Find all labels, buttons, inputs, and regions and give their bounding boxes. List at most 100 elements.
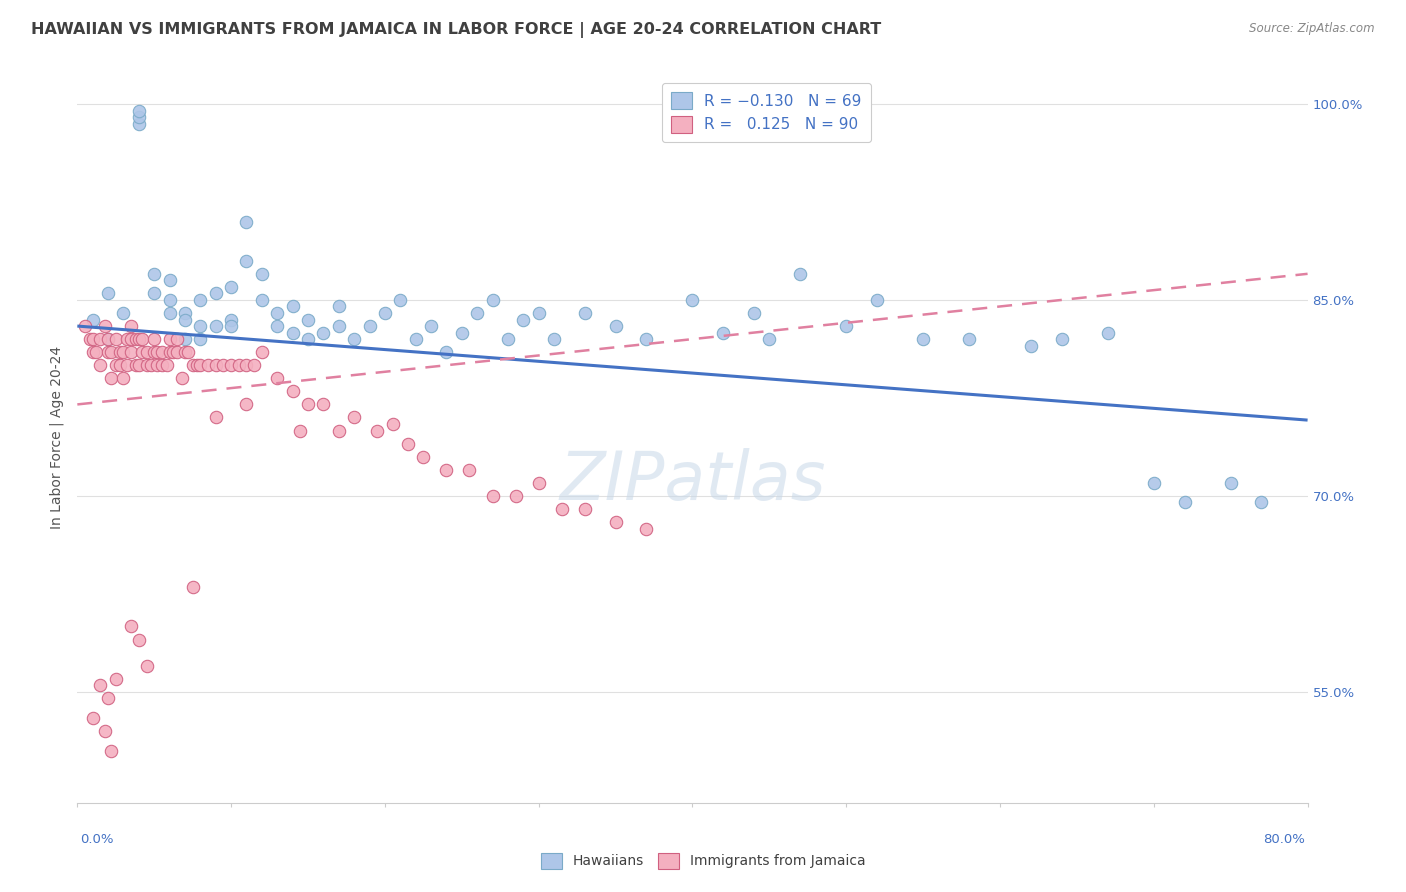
- Point: [682, 293, 704, 307]
- Point: [1250, 495, 1272, 509]
- Point: [104, 672, 127, 686]
- Point: [436, 345, 458, 359]
- Point: [94, 319, 117, 334]
- Point: [290, 424, 312, 438]
- Point: [143, 332, 166, 346]
- Point: [636, 332, 658, 346]
- Point: [110, 345, 132, 359]
- Point: [405, 332, 427, 346]
- Point: [120, 619, 142, 633]
- Point: [197, 358, 219, 372]
- Point: [125, 332, 148, 346]
- Point: [212, 358, 235, 372]
- Point: [328, 319, 350, 334]
- Point: [297, 312, 319, 326]
- Point: [312, 397, 335, 411]
- Point: [97, 345, 120, 359]
- Point: [146, 358, 169, 372]
- Point: [82, 332, 104, 346]
- Point: [235, 397, 257, 411]
- Point: [636, 521, 658, 535]
- Point: [188, 293, 212, 307]
- Point: [97, 691, 120, 706]
- Point: [436, 463, 458, 477]
- Point: [186, 358, 208, 372]
- Point: [381, 417, 404, 431]
- Point: [174, 345, 197, 359]
- Point: [912, 332, 935, 346]
- Point: [228, 358, 250, 372]
- Point: [458, 463, 481, 477]
- Point: [159, 273, 181, 287]
- Point: [73, 319, 96, 334]
- Point: [125, 358, 148, 372]
- Point: [150, 345, 173, 359]
- Point: [188, 332, 212, 346]
- Point: [835, 319, 858, 334]
- Point: [481, 293, 503, 307]
- Point: [135, 345, 157, 359]
- Point: [159, 293, 181, 307]
- Point: [527, 306, 550, 320]
- Point: [174, 306, 197, 320]
- Point: [177, 345, 200, 359]
- Point: [166, 345, 188, 359]
- Point: [79, 332, 101, 346]
- Point: [159, 345, 181, 359]
- Point: [957, 332, 980, 346]
- Point: [1097, 326, 1119, 340]
- Text: ZIPatlas: ZIPatlas: [560, 448, 825, 514]
- Point: [181, 358, 204, 372]
- Point: [496, 332, 519, 346]
- Point: [359, 319, 381, 334]
- Point: [128, 332, 150, 346]
- Point: [297, 332, 319, 346]
- Point: [89, 678, 111, 692]
- Point: [1143, 475, 1166, 490]
- Point: [100, 345, 122, 359]
- Point: [1219, 475, 1241, 490]
- Point: [266, 306, 288, 320]
- Point: [481, 489, 503, 503]
- Point: [328, 300, 350, 314]
- Point: [366, 424, 388, 438]
- Text: 0.0%: 0.0%: [80, 833, 114, 846]
- Point: [141, 358, 163, 372]
- Point: [512, 312, 534, 326]
- Point: [104, 358, 127, 372]
- Point: [543, 332, 565, 346]
- Point: [104, 332, 127, 346]
- Point: [150, 358, 173, 372]
- Point: [128, 117, 150, 131]
- Point: [219, 358, 242, 372]
- Point: [128, 110, 150, 124]
- Point: [450, 326, 472, 340]
- Point: [420, 319, 443, 334]
- Point: [97, 286, 120, 301]
- Point: [128, 632, 150, 647]
- Point: [1019, 339, 1042, 353]
- Point: [281, 326, 304, 340]
- Point: [97, 332, 120, 346]
- Point: [100, 743, 122, 757]
- Point: [266, 319, 288, 334]
- Point: [219, 280, 242, 294]
- Point: [170, 371, 193, 385]
- Point: [204, 319, 226, 334]
- Point: [219, 319, 242, 334]
- Point: [89, 332, 111, 346]
- Point: [465, 306, 488, 320]
- Point: [188, 358, 212, 372]
- Point: [343, 410, 366, 425]
- Point: [131, 345, 153, 359]
- Point: [789, 267, 811, 281]
- Point: [204, 358, 226, 372]
- Point: [97, 332, 120, 346]
- Point: [1050, 332, 1073, 346]
- Point: [711, 326, 734, 340]
- Point: [82, 711, 104, 725]
- Point: [155, 358, 177, 372]
- Point: [120, 332, 142, 346]
- Point: [328, 424, 350, 438]
- Point: [204, 286, 226, 301]
